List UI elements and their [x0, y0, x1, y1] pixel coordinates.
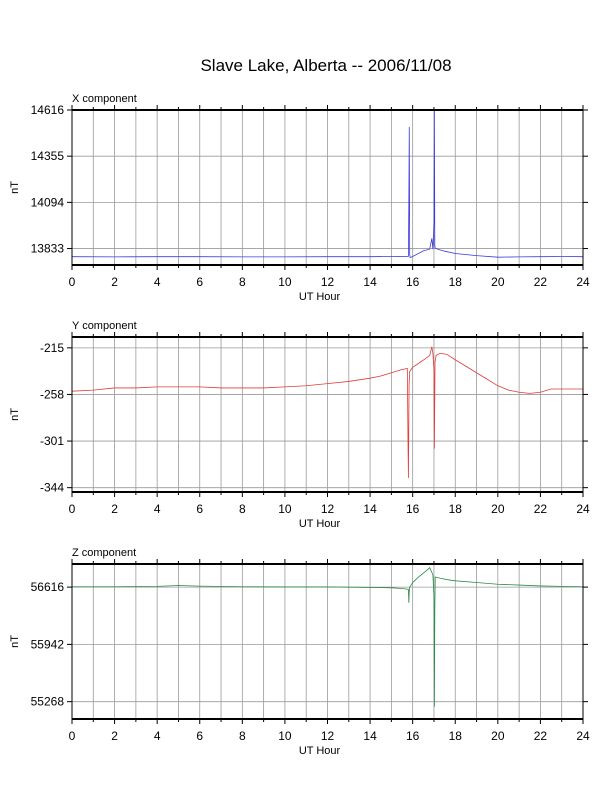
panel-1-xtick-label: 24 — [576, 275, 590, 289]
panel-3-ytick-label: 55942 — [31, 637, 65, 651]
panel-3-xtick-label: 2 — [111, 729, 118, 743]
panel-2-xtick-label: 6 — [196, 502, 203, 516]
panel-1-xtick-label: 0 — [69, 275, 76, 289]
panel-2-xtick-label: 22 — [534, 502, 548, 516]
panel-2-xlabel: UT Hour — [299, 518, 341, 530]
panel-2-ylabel: nT — [9, 408, 21, 421]
panel-3-xlabel: UT Hour — [299, 745, 341, 757]
panel-1-xtick-label: 16 — [406, 275, 420, 289]
panel-2-xtick-label: 20 — [491, 502, 505, 516]
panel-3-xtick-label: 0 — [69, 729, 76, 743]
panel-3-xtick-label: 24 — [576, 729, 590, 743]
panel-2-xtick-label: 0 — [69, 502, 76, 516]
panel-1-xtick-label: 6 — [196, 275, 203, 289]
panel-3-xtick-label: 16 — [406, 729, 420, 743]
panel-2-xtick-label: 10 — [278, 502, 292, 516]
panel-2-title: Y component — [72, 320, 137, 332]
panel-1-ylabel: nT — [9, 181, 21, 194]
panel-2-xtick-label: 12 — [321, 502, 335, 516]
figure-title: Slave Lake, Alberta -- 2006/11/08 — [200, 56, 452, 75]
panel-3-xtick-label: 6 — [196, 729, 203, 743]
panel-1-xtick-label: 18 — [449, 275, 463, 289]
panel-1-series-line — [71, 111, 584, 259]
panel-1-title: X component — [72, 93, 137, 105]
panel-1-xtick-label: 22 — [534, 275, 548, 289]
panel-2-ytick-label: -215 — [40, 341, 64, 355]
panel-3-xtick-label: 20 — [491, 729, 505, 743]
panel-2-xtick-label: 4 — [154, 502, 161, 516]
panel-3-xtick-label: 12 — [321, 729, 335, 743]
panel-2-ytick-label: -258 — [40, 387, 64, 401]
panel-3-xtick-label: 22 — [534, 729, 548, 743]
panel-3-xtick-label: 18 — [449, 729, 463, 743]
panel-3-xtick-label: 14 — [363, 729, 377, 743]
panel-2-series-line — [71, 346, 583, 478]
panel-3-xtick-label: 4 — [154, 729, 161, 743]
panel-1-xtick-label: 14 — [363, 275, 377, 289]
panel-1-xlabel: UT Hour — [299, 291, 341, 303]
panel-2-xtick-label: 18 — [449, 502, 463, 516]
panel-2-xtick-label: 8 — [239, 502, 246, 516]
panel-1-ytick-label: 14355 — [31, 149, 65, 163]
panel-1-xtick-label: 2 — [111, 275, 118, 289]
panel-3-ylabel: nT — [9, 635, 21, 648]
panel-3-xtick-label: 8 — [239, 729, 246, 743]
panel-1-xtick-label: 20 — [491, 275, 505, 289]
panel-2-xtick-label: 16 — [406, 502, 420, 516]
panel-2-xtick-label: 14 — [363, 502, 377, 516]
panel-1-ytick-label: 13833 — [31, 242, 65, 256]
panel-1-ytick-label: 14094 — [31, 195, 65, 209]
panel-3-title: Z component — [72, 547, 136, 559]
panel-3-ytick-label: 56616 — [31, 580, 65, 594]
panel-2-xtick-label: 2 — [111, 502, 118, 516]
panel-3-xtick-label: 10 — [278, 729, 292, 743]
panel-3-ytick-label: 55268 — [31, 695, 65, 709]
panel-1-ytick-label: 14616 — [31, 103, 65, 117]
panel-1-xtick-label: 10 — [278, 275, 292, 289]
panel-2-ytick-label: -301 — [40, 434, 64, 448]
panel-1-xtick-label: 4 — [154, 275, 161, 289]
panel-1-xtick-label: 12 — [321, 275, 335, 289]
panel-1-xtick-label: 8 — [239, 275, 246, 289]
panel-2-ytick-label: -344 — [40, 481, 64, 495]
panel-2-xtick-label: 24 — [576, 502, 590, 516]
panel-3-series-line — [72, 566, 584, 707]
